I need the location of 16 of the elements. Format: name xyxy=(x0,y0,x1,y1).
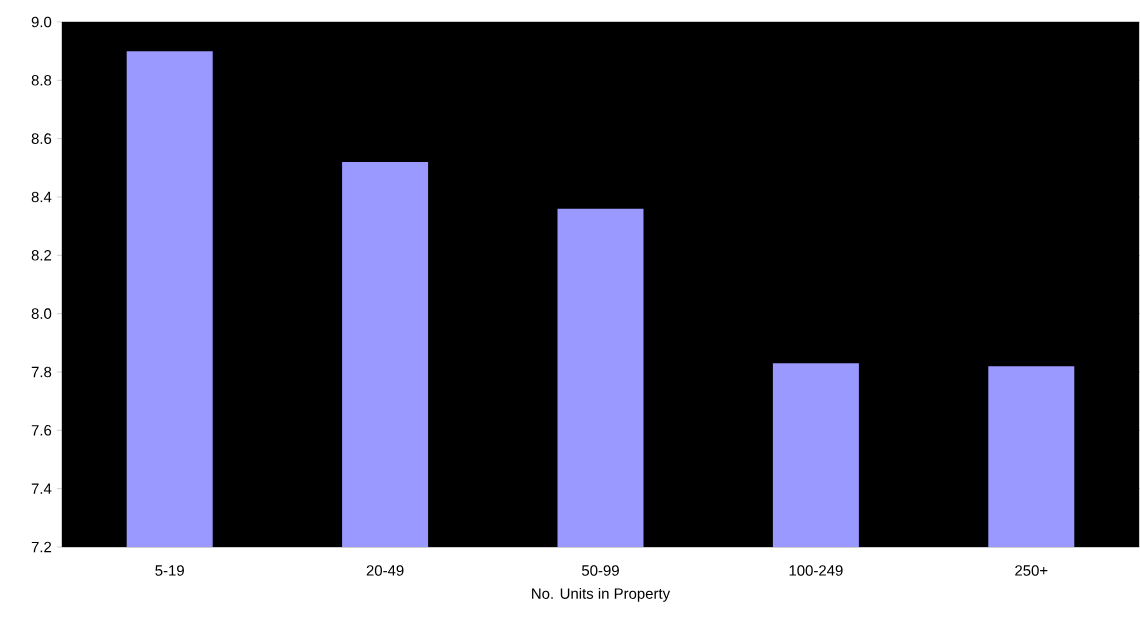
y-tick-label: 7.8 xyxy=(31,366,52,378)
y-tick-label: 7.2 xyxy=(31,541,52,553)
y-tick-label: 9.0 xyxy=(31,16,52,28)
y-tick-label: 8.6 xyxy=(31,133,52,144)
x-tick-label: 5-19 xyxy=(155,565,184,576)
x-axis-title: No. Units in Property xyxy=(532,587,671,602)
y-tick-label: 8.4 xyxy=(31,191,52,203)
y-tick-label: 7.4 xyxy=(31,483,52,494)
x-tick-label: 50-99 xyxy=(581,565,619,576)
y-tick-label: 8.2 xyxy=(31,250,52,261)
y-tick-label: 8.8 xyxy=(31,75,52,86)
x-tick-label: 20-49 xyxy=(366,565,404,576)
y-tick-label: 8.0 xyxy=(31,308,52,319)
x-tick-label: 250+ xyxy=(1015,565,1048,576)
y-tick-label: 7.6 xyxy=(31,425,52,436)
x-tick-label: 100-249 xyxy=(789,565,843,576)
